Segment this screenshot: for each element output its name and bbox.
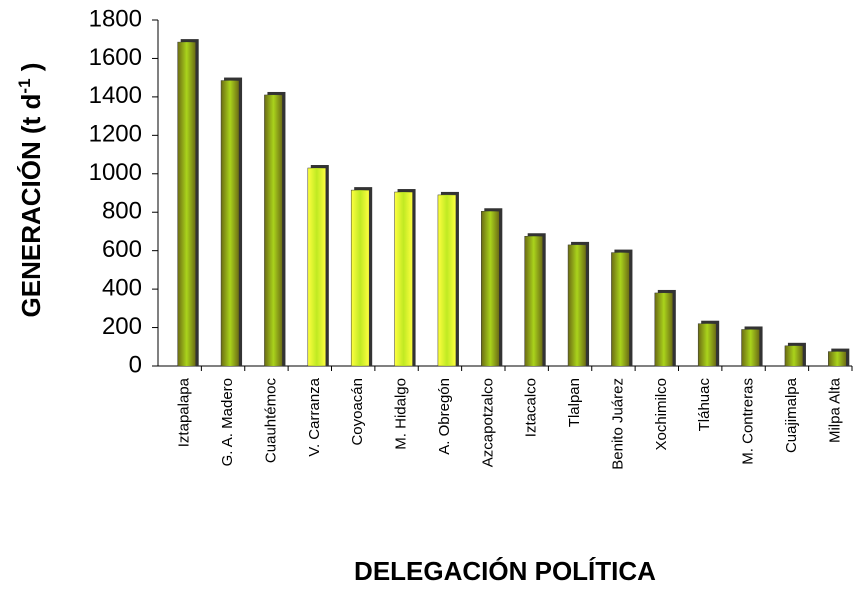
x-tick-label: Iztapalapa (176, 377, 193, 447)
y-tick-label: 200 (102, 313, 142, 340)
bar-highlight (394, 192, 413, 366)
bar-highlight (611, 252, 630, 366)
y-tick-label: 400 (102, 274, 142, 301)
x-tick-label: V. Carranza (306, 377, 323, 456)
x-tick-label: M. Contreras (740, 378, 757, 465)
y-tick-label: 0 (129, 351, 142, 378)
x-tick-label: A. Obregón (436, 378, 453, 455)
x-tick-label: Benito Juárez (609, 378, 626, 470)
x-tick-label: Xochimilco (653, 378, 670, 451)
bar-highlight (568, 244, 587, 366)
bar-highlight (221, 80, 240, 367)
x-tick-label: Coyoacán (349, 378, 366, 446)
bar-highlight (698, 323, 717, 366)
y-tick-label: 1600 (89, 44, 142, 71)
x-tick-label: Milpa Alta (826, 377, 843, 443)
x-tick-label: M. Hidalgo (393, 378, 410, 450)
y-tick-label: 1800 (89, 5, 142, 32)
x-tick-label: Cuajimalpa (783, 377, 800, 453)
bar-highlight (481, 211, 500, 366)
bar-highlight (177, 42, 196, 366)
x-tick-label: G. A. Madero (219, 378, 236, 466)
x-axis-label: DELEGACIÓN POLÍTICA (354, 556, 656, 586)
y-tick-label: 600 (102, 236, 142, 263)
y-axis-label: GENERACIÓN (t d-1 ) (15, 63, 46, 318)
bar-highlight (437, 194, 456, 366)
x-tick-label: Azcapotzalco (479, 378, 496, 467)
bar-highlight (264, 94, 283, 366)
bar-highlight (654, 292, 673, 366)
y-label-end: ) (16, 63, 46, 79)
x-tick-label: Tlalpan (566, 378, 583, 427)
x-tick-label: Iztacalco (523, 378, 540, 437)
y-tick-label: 1200 (89, 121, 142, 148)
y-tick-label: 1400 (89, 82, 142, 109)
bar-highlight (741, 329, 760, 366)
bar-highlight (307, 168, 326, 366)
y-tick-label: 800 (102, 198, 142, 225)
bar-highlight (828, 351, 847, 366)
y-label-main: GENERACIÓN (t d (16, 94, 46, 318)
x-tick-label: Cuauhtémoc (262, 378, 279, 464)
y-tick-label: 1000 (89, 159, 142, 186)
y-label-sup: -1 (15, 78, 34, 93)
x-tick-label: Tláhuac (696, 378, 713, 432)
bar-highlight (524, 236, 543, 366)
bar-highlight (784, 345, 803, 366)
bar-highlight (351, 190, 370, 366)
